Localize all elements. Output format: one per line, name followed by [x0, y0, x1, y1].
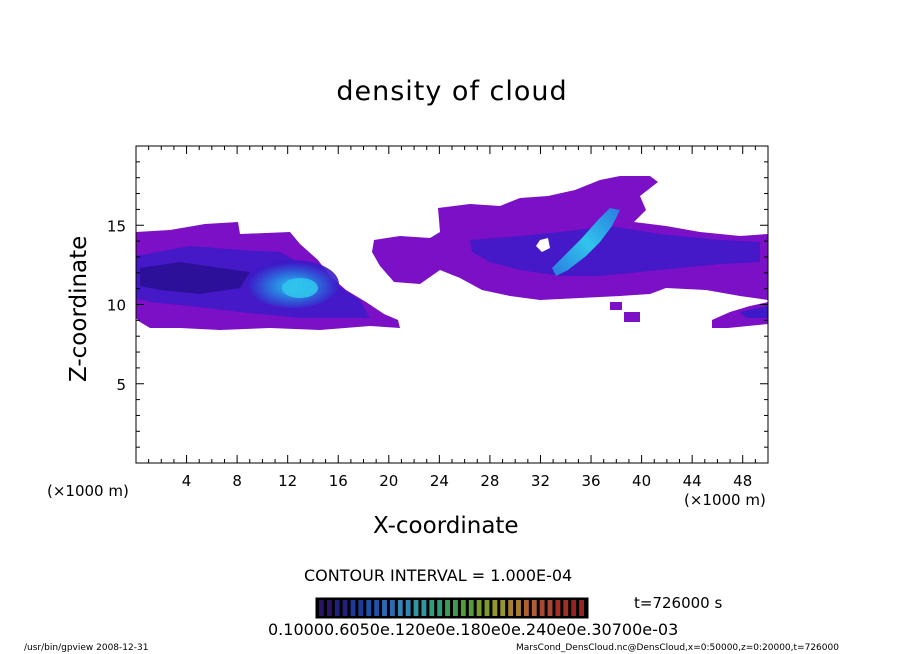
- x-tick-label: 12: [278, 472, 297, 490]
- x-tick-label: 8: [232, 472, 242, 490]
- x-tick-label: 32: [531, 472, 550, 490]
- colorbar-cell: [579, 600, 584, 616]
- x-tick-label: 48: [733, 472, 752, 490]
- colorbar-cell: [508, 600, 514, 616]
- colorbar-cell: [571, 600, 577, 616]
- colorbar-cell: [539, 600, 545, 616]
- colorbar-cell: [516, 600, 521, 616]
- region-left-band-dark: [140, 262, 250, 294]
- x-unit-left: (×1000 m): [47, 482, 129, 500]
- x-tick-label: 44: [683, 472, 702, 490]
- time-label: t=726000 s: [634, 594, 723, 612]
- colorbar-cell: [319, 600, 324, 616]
- colorbar-cell: [531, 600, 537, 616]
- colorbar-cell: [366, 600, 372, 616]
- colorbar-cell: [374, 600, 380, 616]
- colorbar-cell: [405, 600, 411, 616]
- colorbar-cell: [453, 600, 458, 616]
- x-tick-label: 36: [581, 472, 600, 490]
- colorbar-cell: [492, 600, 498, 616]
- x-tick-label: 24: [430, 472, 449, 490]
- x-tick-label: 28: [480, 472, 499, 490]
- colorbar-cell: [397, 600, 403, 616]
- x-tick-label: 4: [182, 472, 192, 490]
- y-tick-label: 5: [116, 376, 126, 394]
- region-central-band: [470, 226, 760, 276]
- region-right-lower-band: [740, 306, 768, 318]
- y-tick-label: 15: [107, 217, 126, 235]
- colorbar-cell: [389, 600, 395, 616]
- chart-title: density of cloud: [336, 76, 568, 107]
- region-right-lower-cloud: [712, 302, 768, 328]
- colorbar: [315, 597, 589, 619]
- colorbar-cell: [358, 600, 364, 616]
- colorbar-cell: [342, 600, 348, 616]
- x-tick-label: 16: [329, 472, 348, 490]
- region-central-gap: [536, 238, 550, 252]
- colorbar-cell: [555, 600, 561, 616]
- colorbar-cell: [326, 600, 332, 616]
- x-axis-label: X-coordinate: [373, 513, 519, 539]
- x-tick-label: 40: [632, 472, 651, 490]
- colorbar-cell: [476, 600, 482, 616]
- footer-source: MarsCond_DensCloud.nc@DensCloud,x=0:5000…: [516, 643, 839, 653]
- axis-ticks: [136, 146, 768, 463]
- colorbar-cell: [382, 600, 387, 616]
- colorbar-labels: 0.10000.6050e.120e0e.180e0e.240e0e.30700…: [268, 620, 679, 639]
- colorbar-cell: [484, 600, 490, 616]
- region-blob: [610, 302, 622, 310]
- region-blob: [624, 312, 640, 322]
- colorbar-cell: [429, 600, 435, 616]
- colorbar-cell: [547, 600, 553, 616]
- colorbar-cell: [500, 600, 506, 616]
- region-left-peak: [282, 278, 318, 298]
- colorbar-cell: [413, 600, 419, 616]
- colorbar-cell: [421, 600, 427, 616]
- contour-interval-label: CONTOUR INTERVAL = 1.000E-04: [304, 566, 573, 585]
- x-tick-label: 20: [379, 472, 398, 490]
- colorbar-cell: [523, 600, 529, 616]
- y-tick-label: 10: [107, 297, 126, 315]
- colorbar-cell: [445, 600, 450, 616]
- y-axis-label: Z-coordinate: [66, 235, 92, 382]
- cloud-density-field: [136, 176, 768, 330]
- colorbar-cell: [334, 600, 340, 616]
- colorbar-cell: [468, 600, 474, 616]
- colorbar-cell: [437, 600, 443, 616]
- footer-program: /usr/bin/gpview 2008-12-31: [24, 643, 149, 653]
- colorbar-cell: [460, 600, 466, 616]
- colorbar-cell: [350, 600, 356, 616]
- colorbar-cell: [563, 600, 569, 616]
- x-unit-right: (×1000 m): [684, 491, 766, 509]
- region-central-streak: [552, 208, 620, 276]
